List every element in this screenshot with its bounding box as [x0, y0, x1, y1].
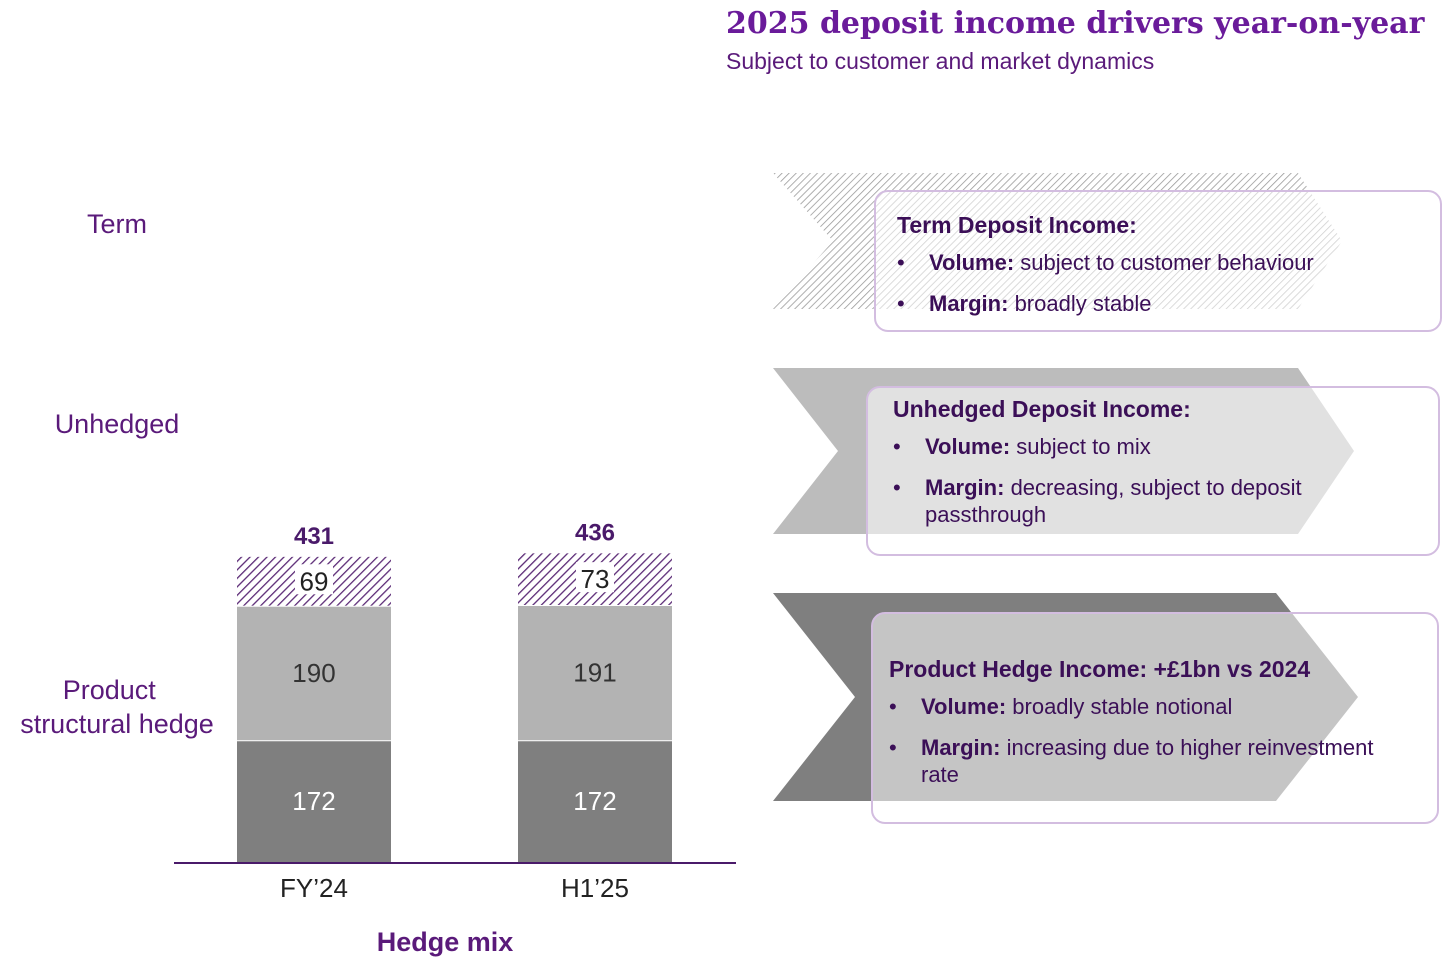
value-label: 172 [573, 786, 616, 816]
bullet-label: Margin: [929, 291, 1009, 316]
bullet-dot: • [897, 250, 905, 275]
value-label-bg [295, 564, 333, 595]
unhedged-margin-bullet: • Margin: decreasing, subject to deposit… [893, 474, 1418, 528]
bullet-label: Margin: [925, 475, 1005, 500]
bullet-dot: • [893, 475, 901, 500]
value-label: 73 [581, 564, 610, 594]
value-label: 172 [292, 786, 335, 816]
value-label: 69 [300, 566, 329, 596]
bullet-dot: • [893, 434, 901, 459]
bullet-text: decreasing, subject to deposit passthrou… [925, 475, 1302, 527]
legend-label-hedge: Product structural hedge [20, 675, 214, 739]
legend-label-term: Term [87, 209, 147, 239]
value-label: 191 [573, 658, 616, 688]
hedge-panel-heading: Product Hedge Income: +£1bn vs 2024 [889, 656, 1311, 682]
bullet-text: subject to mix [1010, 434, 1151, 459]
total-label: 436 [575, 519, 615, 546]
hedge-segment [518, 740, 672, 862]
term-margin-bullet: • Margin: broadly stable [897, 290, 1420, 317]
unhedged-deposit-panel: Unhedged Deposit Income: • Volume: subje… [866, 386, 1440, 556]
bullet-label: Volume: [929, 250, 1015, 275]
value-label-bg [576, 562, 614, 593]
unhedged-segment [237, 605, 391, 741]
unhedged-segment [518, 604, 672, 741]
bullet-label: Volume: [925, 434, 1011, 459]
value-label: 190 [292, 658, 335, 688]
hedge-segment [237, 740, 391, 862]
total-label: 431 [294, 523, 334, 550]
bullet-text: broadly stable [1008, 291, 1152, 316]
x-tick-label: H1’25 [561, 873, 629, 903]
bullet-dot: • [897, 291, 905, 316]
page-subtitle: Subject to customer and market dynamics [726, 48, 1155, 74]
bullet-label: Volume: [921, 694, 1007, 719]
x-tick-label: FY’24 [280, 873, 348, 903]
term-panel-heading: Term Deposit Income: [897, 212, 1137, 238]
term-deposit-panel: Term Deposit Income: • Volume: subject t… [874, 190, 1442, 332]
bullet-text: subject to customer behaviour [1014, 250, 1314, 275]
unhedged-panel-heading: Unhedged Deposit Income: [893, 396, 1191, 422]
term-volume-bullet: • Volume: subject to customer behaviour [897, 249, 1420, 276]
bullet-dot: • [889, 694, 897, 719]
hedge-margin-bullet: • Margin: increasing due to higher reinv… [889, 734, 1417, 788]
bullet-dot: • [889, 735, 897, 760]
unhedged-volume-bullet: • Volume: subject to mix [893, 433, 1418, 460]
bullet-text: increasing due to higher reinvestment ra… [921, 735, 1374, 787]
product-hedge-panel: Product Hedge Income: +£1bn vs 2024 • Vo… [871, 612, 1439, 824]
bullet-label: Margin: [921, 735, 1001, 760]
legend-label-unhedged: Unhedged [55, 409, 180, 439]
page-title: 2025 deposit income drivers year-on-year [726, 6, 1425, 41]
bullet-text: broadly stable notional [1006, 694, 1233, 719]
x-axis-title: Hedge mix [377, 927, 514, 957]
hedge-volume-bullet: • Volume: broadly stable notional [889, 693, 1417, 720]
